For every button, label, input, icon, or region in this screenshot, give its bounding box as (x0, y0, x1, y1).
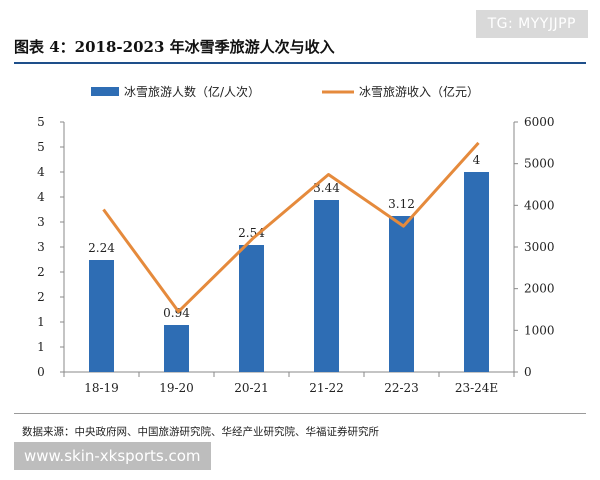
left-axis-tick-label: 4 (37, 165, 45, 179)
bar (314, 200, 339, 372)
bar (89, 260, 114, 372)
source-note: 数据来源：中央政府网、中国旅游研究院、华经产业研究院、华福证券研究所 (22, 426, 379, 438)
legend-bar-swatch (91, 87, 119, 96)
site-footer: www.skin-xksports.com (14, 442, 211, 470)
right-axis-tick-label: 0 (524, 365, 532, 379)
chart-title: 图表 4：2018-2023 年冰雪季旅游人次与收入 (14, 38, 335, 56)
title-divider (14, 62, 586, 64)
bar-data-label: 3.12 (388, 197, 415, 211)
x-axis-tick-label: 23-24E (455, 381, 498, 395)
right-axis-tick-label: 4000 (524, 198, 555, 212)
left-axis-tick-label: 3 (37, 215, 45, 229)
x-axis-tick-label: 19-20 (159, 381, 194, 395)
right-axis-tick-label: 5000 (524, 157, 555, 171)
x-axis-tick-label: 18-19 (84, 381, 119, 395)
legend-line-label: 冰雪旅游收入（亿元） (359, 84, 479, 99)
x-axis-tick-label: 20-21 (234, 381, 269, 395)
bar-data-label: 4 (473, 153, 481, 167)
x-axis-tick-label: 22-23 (384, 381, 419, 395)
left-axis-tick-label: 5 (37, 115, 45, 129)
left-axis-tick-label: 1 (37, 315, 45, 329)
bar (464, 172, 489, 372)
bar-data-label: 2.54 (238, 226, 265, 240)
watermark-label: TG: MYYJJPP (475, 10, 588, 38)
bar-data-label: 3.44 (313, 181, 340, 195)
left-axis-tick-label: 3 (37, 240, 45, 254)
left-axis-tick-label: 0 (37, 365, 45, 379)
bar (389, 216, 414, 372)
left-axis-tick-label: 5 (37, 140, 45, 154)
right-axis-tick-label: 3000 (524, 240, 555, 254)
income-line (102, 141, 480, 314)
bar-data-label: 0.94 (163, 306, 190, 320)
left-axis-tick-label: 1 (37, 340, 45, 354)
right-axis-tick-label: 1000 (524, 323, 555, 337)
x-axis-tick-label: 21-22 (309, 381, 344, 395)
bar-data-label: 2.24 (88, 241, 115, 255)
bar (164, 325, 189, 372)
legend-bar-label: 冰雪旅游人数（亿/人次） (124, 84, 260, 99)
right-axis-tick-label: 6000 (524, 115, 555, 129)
bar (239, 245, 264, 372)
left-axis-tick-label: 4 (37, 190, 45, 204)
left-axis-tick-label: 2 (37, 290, 45, 304)
source-divider (14, 413, 586, 414)
right-axis-tick-label: 2000 (524, 282, 555, 296)
left-axis-tick-label: 2 (37, 265, 45, 279)
